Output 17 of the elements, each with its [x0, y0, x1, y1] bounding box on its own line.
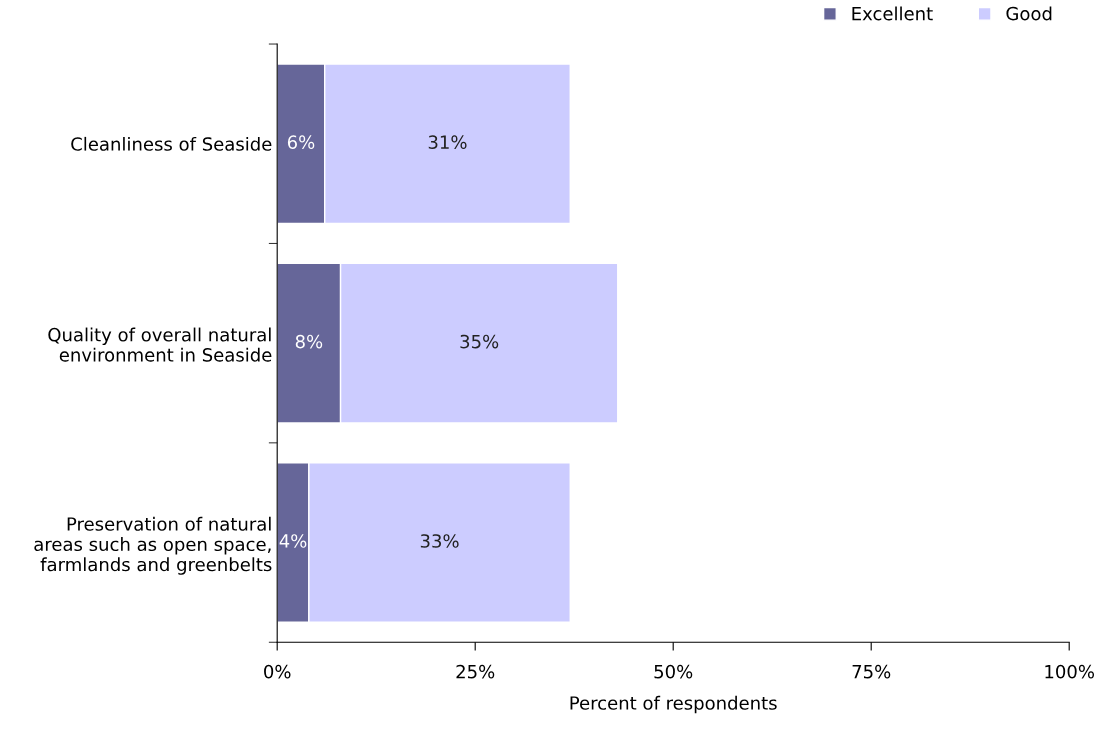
data-label: 8% [295, 334, 323, 349]
y-tick-label: Cleanliness of Seaside [71, 136, 272, 151]
data-label: 31% [428, 135, 467, 149]
x-tick-label: 0% [264, 664, 291, 679]
data-label: 4% [279, 534, 307, 548]
y-tick-label: Preservation of natural areas such as open space, farmlands and greenbelts [34, 516, 272, 575]
x-tick-label: 25% [456, 664, 495, 679]
x-axis-title: Percent of respondents [570, 695, 777, 714]
data-label: 6% [287, 135, 315, 149]
data-label: 33% [420, 534, 459, 548]
legend-label: Excellent [852, 6, 933, 21]
x-tick-label: 50% [654, 664, 693, 679]
data-label: 35% [460, 334, 499, 349]
y-tick-label: Quality of overall natural environment in Seaside [48, 327, 272, 362]
x-tick-label: 100% [1045, 664, 1095, 679]
legend-label: Good [1006, 6, 1052, 21]
x-tick-label: 75% [852, 664, 891, 679]
